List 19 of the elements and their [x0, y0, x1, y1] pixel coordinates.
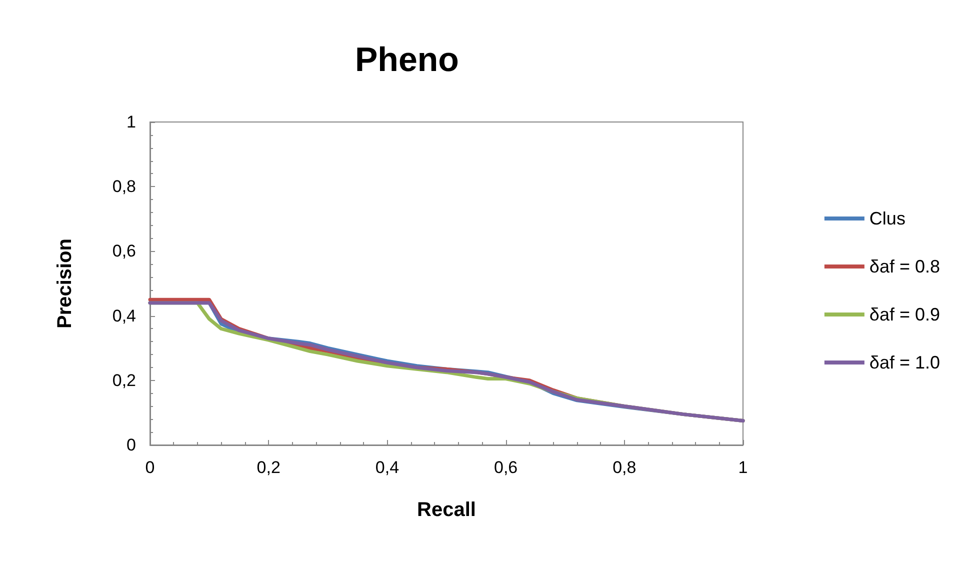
y-tick-label: 0,4 [112, 306, 136, 326]
y-tick-label: 0 [126, 436, 136, 454]
y-tick-label: 0,2 [112, 370, 136, 390]
x-tick-label: 0,4 [375, 458, 400, 477]
legend-label: Clus [869, 208, 906, 228]
x-tick-label: 0,8 [612, 458, 636, 477]
x-tick-label: 0 [145, 458, 155, 477]
x-tick-label: 1 [738, 458, 748, 477]
legend-label: δaf = 1.0 [869, 352, 940, 372]
x-tick-label: 0,6 [494, 458, 518, 477]
y-tick-label: 0,8 [112, 177, 136, 196]
y-tick-label: 0,6 [112, 242, 136, 261]
x-axis-title: Recall [417, 499, 476, 521]
y-axis-title: Precision [54, 238, 76, 329]
x-tick-label: 0,2 [256, 458, 280, 477]
legend-label: δaf = 0.9 [869, 304, 940, 324]
chart-title: Pheno [355, 41, 459, 79]
y-tick-label: 1 [126, 112, 136, 132]
legend-label: δaf = 0.8 [869, 256, 940, 276]
